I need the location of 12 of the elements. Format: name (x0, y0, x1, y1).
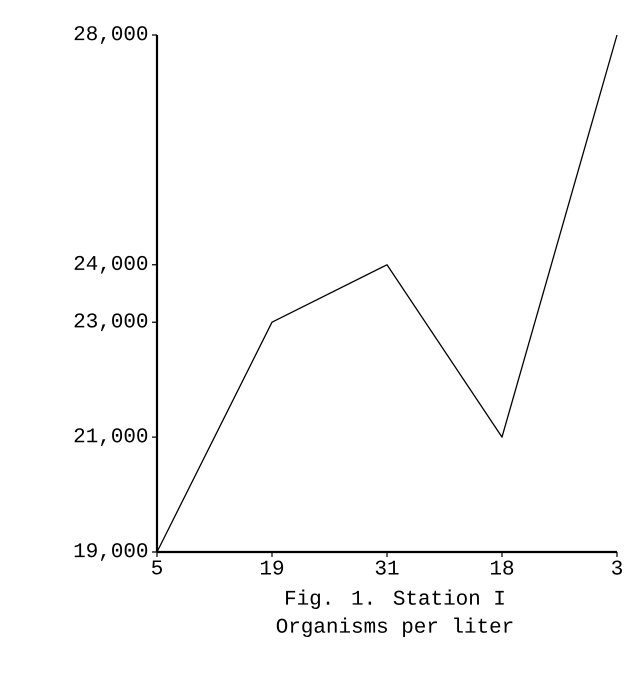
x-tick-label: 5 (152, 560, 162, 574)
text: Organisms per liter (276, 618, 512, 638)
x-tick-label: 3 (612, 560, 622, 575)
x-tick-label: 18 (490, 560, 514, 575)
x-tick-label: 19 (260, 560, 284, 575)
y-tick-label: 21,000 (74, 428, 148, 446)
y-tick-label: 24,000 (74, 256, 148, 274)
y-tick-label: 28,000 (74, 26, 148, 44)
y-tick-label: 19,000 (74, 543, 148, 561)
y-tick-label: 23,000 (74, 313, 148, 332)
x-tick-label: 31 (376, 560, 399, 575)
text: Fig. 1. Station I (286, 590, 504, 609)
